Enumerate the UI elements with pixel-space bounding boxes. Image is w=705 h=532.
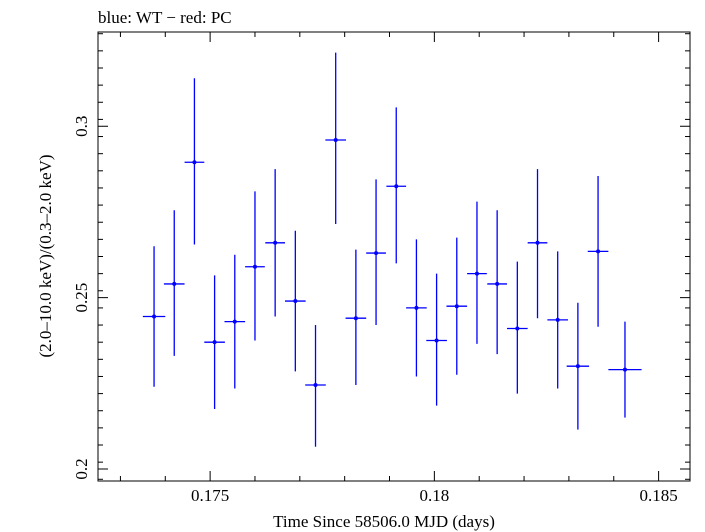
chart-title: blue: WT − red: PC	[98, 8, 232, 27]
data-point	[184, 78, 205, 245]
x-tick-label: 0.18	[419, 486, 449, 505]
point-marker	[252, 264, 257, 269]
point-marker	[622, 367, 627, 372]
y-tick-label: 0.3	[72, 116, 91, 137]
point-marker	[434, 338, 439, 343]
data-point	[547, 251, 569, 389]
plot-frame	[97, 31, 691, 482]
point-marker	[394, 184, 399, 189]
data-point	[224, 254, 246, 389]
point-marker	[152, 314, 157, 319]
data-points	[142, 52, 642, 447]
data-point	[204, 275, 225, 410]
data-point	[467, 201, 487, 344]
data-point	[265, 169, 286, 317]
data-point	[245, 191, 265, 341]
point-marker	[192, 160, 197, 165]
data-point	[507, 261, 528, 394]
point-marker	[555, 317, 560, 322]
data-point	[325, 52, 347, 224]
point-marker	[232, 319, 237, 324]
point-marker	[495, 281, 500, 286]
point-marker	[313, 383, 318, 388]
data-point	[305, 325, 326, 447]
axis-ticks	[98, 32, 690, 481]
data-point	[366, 179, 386, 326]
point-marker	[596, 249, 601, 254]
data-point	[426, 273, 447, 406]
data-point	[566, 302, 590, 430]
data-point	[345, 249, 367, 386]
point-marker	[374, 251, 379, 256]
axis-tick-labels: 0.175 0.18 0.185 0.2 0.25 0.3	[72, 116, 678, 505]
data-point	[587, 175, 609, 327]
point-marker	[454, 304, 459, 309]
data-point	[285, 230, 306, 372]
point-marker	[353, 316, 358, 321]
point-marker	[535, 240, 540, 245]
point-marker	[293, 299, 298, 304]
y-tick-label: 0.25	[72, 283, 91, 313]
y-tick-label: 0.2	[72, 458, 91, 479]
data-point	[527, 169, 548, 319]
data-point	[487, 210, 508, 355]
point-marker	[515, 326, 520, 331]
data-point	[406, 239, 427, 377]
point-marker	[333, 137, 338, 142]
data-point	[386, 107, 407, 264]
point-marker	[273, 240, 278, 245]
point-marker	[414, 305, 419, 310]
point-marker	[172, 281, 177, 286]
data-point	[446, 237, 468, 375]
point-marker	[474, 271, 479, 276]
x-axis-label: Time Since 58506.0 MJD (days)	[273, 512, 495, 531]
point-marker	[575, 364, 580, 369]
y-axis-label: (2.0–10.0 keV)/(0.3–2.0 keV)	[36, 154, 55, 357]
x-tick-label: 0.185	[639, 486, 677, 505]
x-tick-label: 0.175	[191, 486, 229, 505]
data-point	[142, 246, 166, 387]
data-point	[608, 321, 642, 418]
data-point	[163, 210, 185, 356]
point-marker	[212, 340, 217, 345]
